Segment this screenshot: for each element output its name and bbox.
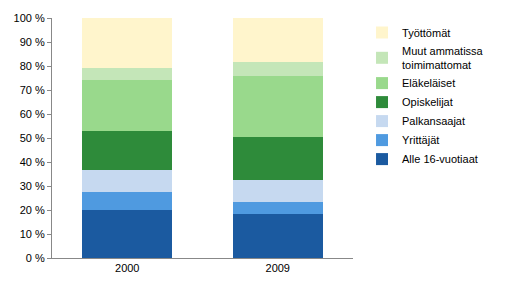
svg-text:Muut ammatissatoimimattomat: Muut ammatissatoimimattomat — [402, 45, 484, 71]
svg-text:10 %: 10 % — [20, 228, 45, 240]
svg-text:40 %: 40 % — [20, 156, 45, 168]
svg-text:60 %: 60 % — [20, 108, 45, 120]
svg-text:Työttömät: Työttömät — [402, 27, 450, 39]
svg-text:0 %: 0 % — [26, 252, 45, 264]
svg-text:30 %: 30 % — [20, 180, 45, 192]
svg-text:Yrittäjät: Yrittäjät — [402, 134, 439, 146]
svg-text:90 %: 90 % — [20, 36, 45, 48]
svg-text:20 %: 20 % — [20, 204, 45, 216]
svg-text:2000: 2000 — [115, 262, 139, 274]
svg-text:Opiskelijat: Opiskelijat — [402, 96, 453, 108]
svg-text:100 %: 100 % — [14, 12, 45, 24]
svg-text:70 %: 70 % — [20, 84, 45, 96]
svg-text:Palkansaajat: Palkansaajat — [402, 115, 465, 127]
svg-text:80 %: 80 % — [20, 60, 45, 72]
svg-text:Eläkeläiset: Eläkeläiset — [402, 77, 455, 89]
svg-text:50 %: 50 % — [20, 132, 45, 144]
svg-text:2009: 2009 — [266, 262, 290, 274]
svg-text:Alle 16-vuotiaat: Alle 16-vuotiaat — [402, 153, 478, 165]
